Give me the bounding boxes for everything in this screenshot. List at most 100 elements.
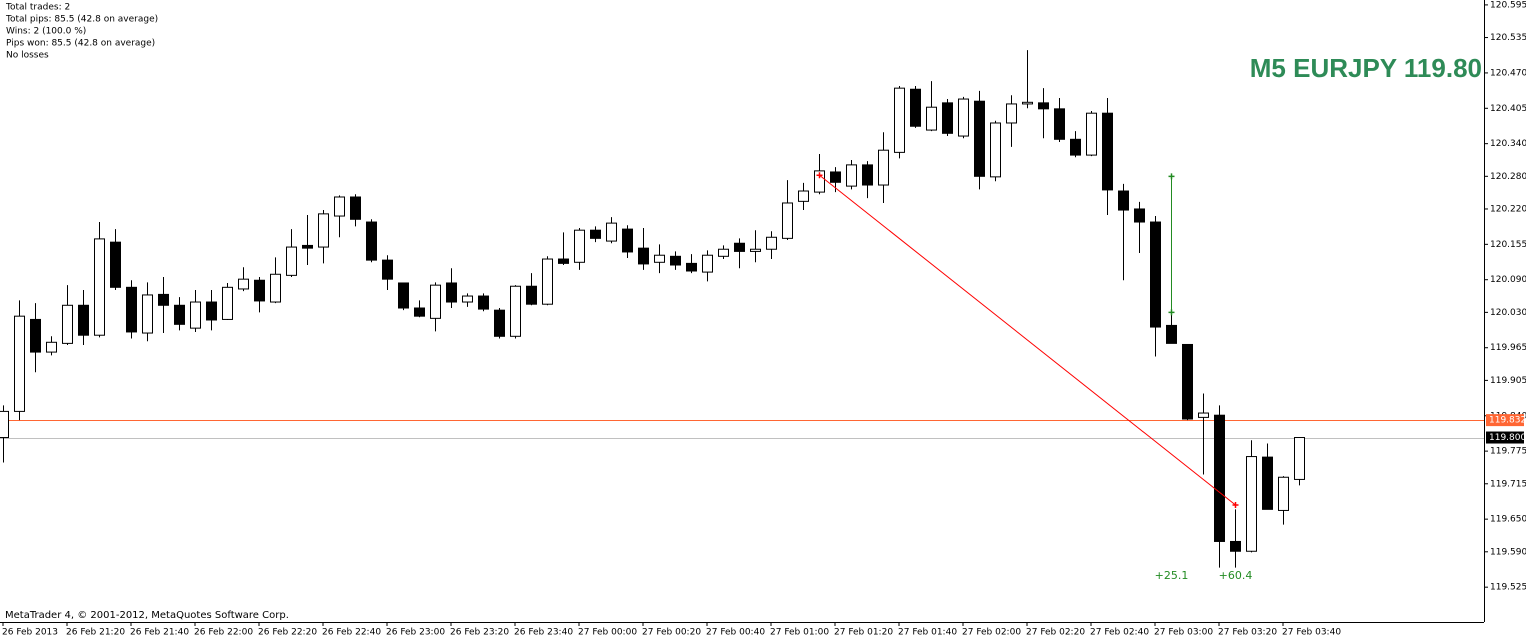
candle-body bbox=[734, 242, 745, 252]
x-tick-label: 27 Feb 02:40 bbox=[1090, 628, 1149, 638]
x-tick-label: 27 Feb 03:40 bbox=[1282, 628, 1341, 638]
trade-open-marker bbox=[816, 172, 823, 179]
candle-body bbox=[174, 304, 185, 325]
x-tick-label: 26 Feb 21:40 bbox=[130, 628, 189, 638]
candle-body bbox=[398, 282, 409, 309]
price-label-box bbox=[1486, 431, 1524, 444]
x-tick-label: 27 Feb 00:20 bbox=[642, 628, 701, 638]
candle-body bbox=[14, 315, 25, 412]
candle-body bbox=[270, 273, 281, 303]
x-tick-label: 27 Feb 03:20 bbox=[1218, 628, 1277, 638]
candle-body bbox=[622, 228, 633, 253]
candle-body bbox=[558, 258, 569, 264]
price-label: 119.800 bbox=[1489, 433, 1526, 443]
candle-body bbox=[190, 301, 201, 329]
candle-body bbox=[1054, 108, 1065, 140]
y-tick-label: 119.965 bbox=[1490, 343, 1526, 353]
candle-body bbox=[798, 190, 809, 202]
candle-body bbox=[302, 244, 313, 249]
y-tick-label: 119.590 bbox=[1490, 547, 1526, 557]
candle-body bbox=[494, 309, 505, 337]
candle-body bbox=[990, 122, 1001, 178]
candle-body bbox=[718, 248, 729, 257]
candle-body bbox=[94, 238, 105, 336]
candle-body bbox=[478, 295, 489, 310]
x-tick-label: 27 Feb 01:00 bbox=[770, 628, 829, 638]
x-tick-label: 27 Feb 02:00 bbox=[962, 628, 1021, 638]
candle-body bbox=[830, 171, 841, 183]
trade-close-marker bbox=[1168, 309, 1175, 316]
candle-body bbox=[110, 241, 121, 288]
candle-body bbox=[1118, 190, 1129, 211]
candle-body bbox=[942, 102, 953, 134]
x-tick-label: 26 Feb 2013 bbox=[2, 628, 58, 638]
candle-body bbox=[62, 304, 73, 344]
candle-body bbox=[334, 196, 345, 217]
trade-open-marker bbox=[1168, 173, 1175, 180]
stat-line: Wins: 2 (100.0 %) bbox=[6, 27, 86, 37]
candle-body bbox=[30, 318, 41, 353]
candle-body bbox=[910, 88, 921, 127]
candle-body bbox=[782, 202, 793, 239]
y-tick-label: 120.090 bbox=[1490, 275, 1526, 285]
candle-body bbox=[1262, 456, 1273, 510]
x-tick-label: 26 Feb 22:00 bbox=[194, 628, 253, 638]
y-tick-label: 120.595 bbox=[1490, 0, 1526, 10]
candle-body bbox=[462, 295, 473, 303]
candle-body bbox=[686, 262, 697, 272]
x-tick-label: 26 Feb 23:00 bbox=[386, 628, 445, 638]
candle-body bbox=[542, 258, 553, 305]
candle-body bbox=[702, 254, 713, 273]
y-tick-label: 119.715 bbox=[1490, 479, 1526, 489]
y-tick-label: 119.650 bbox=[1490, 515, 1526, 525]
candle-body bbox=[750, 248, 761, 252]
candle-body bbox=[1294, 437, 1305, 480]
candle-body bbox=[590, 229, 601, 239]
candle-body bbox=[654, 254, 665, 263]
candle-body bbox=[318, 213, 329, 248]
candle-body bbox=[222, 286, 233, 320]
candle-body bbox=[1230, 540, 1241, 552]
trade-label: +25.1 bbox=[1155, 569, 1189, 582]
candle-body bbox=[846, 164, 857, 187]
y-tick-label: 120.405 bbox=[1490, 104, 1526, 114]
candle-body bbox=[126, 286, 137, 333]
candle-body bbox=[206, 301, 217, 321]
price-label-box bbox=[1486, 414, 1524, 427]
x-tick-label: 27 Feb 00:40 bbox=[706, 628, 765, 638]
candle-body bbox=[606, 222, 617, 242]
trade-line bbox=[819, 174, 1236, 506]
y-tick-label: 120.535 bbox=[1490, 33, 1526, 43]
candle-body bbox=[0, 410, 9, 439]
x-tick-label: 26 Feb 22:20 bbox=[258, 628, 317, 638]
y-tick-label: 119.525 bbox=[1490, 583, 1526, 593]
x-tick-label: 27 Feb 02:20 bbox=[1026, 628, 1085, 638]
candle-body bbox=[446, 282, 457, 303]
candle-body bbox=[894, 87, 905, 153]
candle-body bbox=[670, 255, 681, 266]
stat-line: Pips won: 85.5 (42.8 on average) bbox=[6, 39, 155, 49]
y-tick-label: 120.155 bbox=[1490, 240, 1526, 250]
candle-body bbox=[1198, 412, 1209, 418]
candle-body bbox=[254, 279, 265, 302]
y-tick-label: 120.470 bbox=[1490, 68, 1526, 78]
candle-body bbox=[926, 106, 937, 131]
candle-body bbox=[1070, 138, 1081, 156]
y-tick-label: 120.220 bbox=[1490, 204, 1526, 214]
candle-body bbox=[638, 247, 649, 265]
candle-body bbox=[974, 100, 985, 177]
candle-body bbox=[350, 196, 361, 220]
candle-body bbox=[142, 294, 153, 334]
candle-body bbox=[1102, 112, 1113, 191]
candle-body bbox=[1246, 456, 1257, 552]
stat-line: Total pips: 85.5 (42.8 on average) bbox=[5, 15, 158, 25]
candle-body bbox=[1214, 414, 1225, 542]
candle-body bbox=[78, 304, 89, 336]
y-tick-label: 120.280 bbox=[1490, 172, 1526, 182]
x-tick-label: 26 Feb 23:20 bbox=[450, 628, 509, 638]
candle-body bbox=[878, 149, 889, 186]
candle-body bbox=[1182, 343, 1193, 420]
candle-body bbox=[526, 285, 537, 305]
